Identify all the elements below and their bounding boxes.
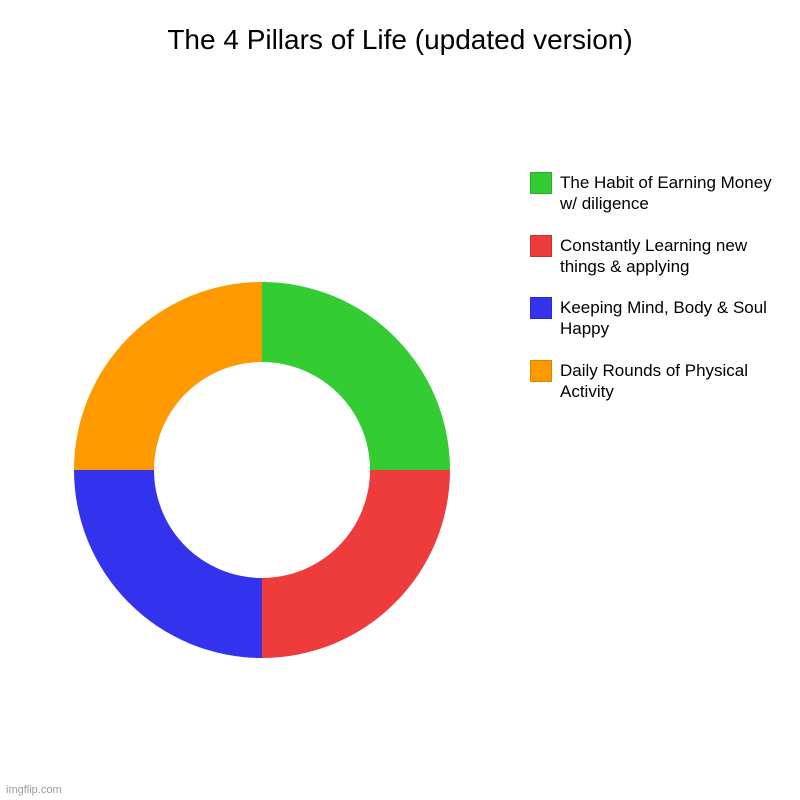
legend-label: Constantly Learning new things & applyin… <box>560 235 788 278</box>
legend-swatch <box>530 172 552 194</box>
donut-svg <box>74 282 450 658</box>
legend-swatch <box>530 360 552 382</box>
legend-label: Keeping Mind, Body & Soul Happy <box>560 297 788 340</box>
legend-item: The Habit of Earning Money w/ diligence <box>530 172 788 215</box>
legend: The Habit of Earning Money w/ diligence C… <box>530 172 788 402</box>
legend-label: Daily Rounds of Physical Activity <box>560 360 788 403</box>
legend-item: Daily Rounds of Physical Activity <box>530 360 788 403</box>
legend-label: The Habit of Earning Money w/ diligence <box>560 172 788 215</box>
legend-swatch <box>530 297 552 319</box>
donut-hole <box>154 362 370 578</box>
watermark: imgflip.com <box>6 784 62 796</box>
legend-item: Keeping Mind, Body & Soul Happy <box>530 297 788 340</box>
chart-title: The 4 Pillars of Life (updated version) <box>0 24 800 56</box>
legend-swatch <box>530 235 552 257</box>
legend-item: Constantly Learning new things & applyin… <box>530 235 788 278</box>
donut-chart <box>74 282 450 663</box>
